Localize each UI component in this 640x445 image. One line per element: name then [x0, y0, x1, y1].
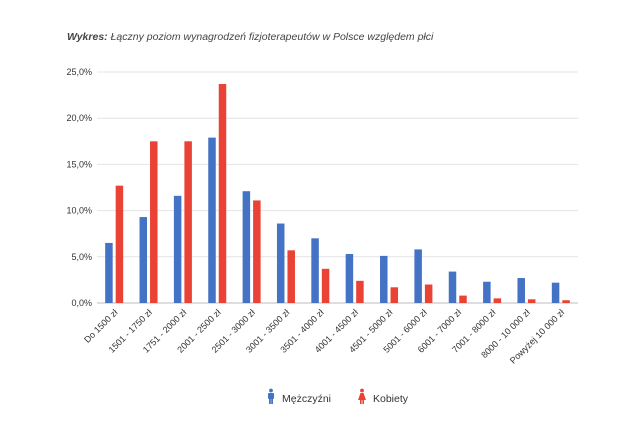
y-tick-label: 20,0% [66, 113, 92, 123]
bar-women: Kobiety – 2001 - 2500 zł [218, 84, 227, 304]
bar-women: Kobiety – 4501 - 5000 zł [390, 287, 399, 303]
y-tick-label: 0,0% [71, 298, 92, 308]
bar-men: Mężczyźni – 5001 - 6000 zł [414, 249, 422, 303]
bar-women: Kobiety – 5001 - 6000 zł [424, 284, 433, 303]
bar-men: Mężczyźni – 8000 - 10 000 zł [517, 278, 525, 303]
bar-women: Kobiety – 2501 - 3000 zł [253, 200, 261, 303]
bar-men: Mężczyźni – Powyżej 10 000 zł [551, 282, 560, 303]
chart-title-text: Łączny poziom wynagrodzeń fizjoterapeutó… [110, 31, 434, 43]
bar-men: Mężczyźni – 4501 - 5000 zł [380, 255, 388, 303]
y-axis-ticks: 0,0% 5,0% 10,0% 15,0% 20,0% 25,0% [66, 67, 92, 308]
y-tick-label: 15,0% [66, 159, 92, 169]
chart-title-prefix: Wykres: [67, 31, 108, 43]
bar-men: Mężczyźni – 1751 - 2000 zł [173, 195, 182, 303]
legend: Mężczyźni Kobiety [268, 388, 409, 405]
female-icon [358, 388, 366, 404]
bar-men: Mężczyźni – 6001 - 7000 zł [448, 271, 457, 303]
bar-women: Kobiety – 6001 - 7000 zł [459, 295, 467, 303]
bar-men: Mężczyźni – Do 1500 zł [105, 242, 113, 303]
bar-men: Mężczyźni – 3501 - 4000 zł [311, 238, 319, 303]
y-tick-label: 10,0% [66, 206, 92, 216]
bar-men: Mężczyźni – 4001 - 4500 zł [345, 254, 354, 303]
bar-women: Kobiety – Do 1500 zł [115, 185, 124, 303]
y-tick-label: 5,0% [71, 252, 92, 262]
bar-women: Kobiety – 3001 - 3500 zł [287, 250, 295, 303]
bar-men: Mężczyźni – 2501 - 3000 zł [242, 191, 251, 303]
bar-women: Kobiety – 8000 - 10 000 zł [527, 299, 536, 303]
legend-label: Mężczyźni [282, 393, 331, 405]
bar-men: Mężczyźni – 7001 - 8000 zł [483, 281, 491, 303]
chart-title: Wykres: Łączny poziom wynagrodzeń fizjot… [67, 31, 433, 43]
bar-women: Kobiety – 1751 - 2000 zł [184, 141, 192, 303]
bar-men: Mężczyźni – 2001 - 2500 zł [208, 137, 216, 303]
legend-item: Mężczyźni [268, 388, 331, 405]
bar-women: Kobiety – 3501 - 4000 zł [321, 268, 330, 303]
bar-women: Kobiety – 7001 - 8000 zł [493, 298, 502, 303]
bar-women: Kobiety – 1501 - 1750 zł [150, 141, 158, 303]
bars: Mężczyźni – Do 1500 złKobiety – Do 1500 … [105, 84, 570, 304]
male-icon [268, 388, 274, 404]
y-tick-label: 25,0% [66, 67, 92, 77]
legend-item: Kobiety [358, 388, 409, 405]
bar-men: Mężczyźni – 3001 - 3500 zł [276, 223, 285, 303]
grid-layer [97, 71, 578, 304]
bar-men: Mężczyźni – 1501 - 1750 zł [139, 217, 148, 303]
legend-label: Kobiety [373, 393, 409, 405]
bar-women: Kobiety – 4001 - 4500 zł [356, 280, 364, 303]
bar-women: Kobiety – Powyżej 10 000 zł [562, 300, 570, 303]
